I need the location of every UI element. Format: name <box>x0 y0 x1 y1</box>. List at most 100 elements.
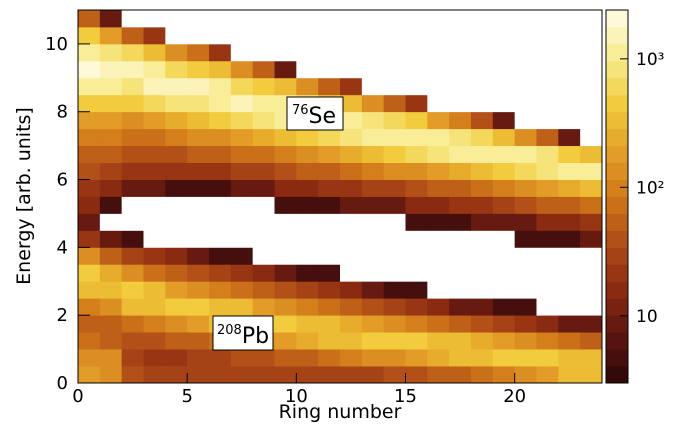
heatmap-cell <box>449 281 472 299</box>
heatmap-cell <box>580 366 603 384</box>
heatmap-cell <box>580 281 603 299</box>
heatmap-cell <box>165 111 188 130</box>
heatmap-cell <box>296 77 319 96</box>
heatmap-cell <box>121 128 144 147</box>
heatmap-cell <box>558 247 581 265</box>
heatmap-cell <box>558 43 581 62</box>
heatmap-cell <box>514 315 537 333</box>
heatmap-cell <box>121 145 144 163</box>
heatmap-cell <box>514 145 537 163</box>
heatmap-cell <box>230 247 254 265</box>
heatmap-cell <box>121 315 144 333</box>
heatmap-cell <box>99 247 123 265</box>
heatmap-cell <box>121 213 144 231</box>
heatmap-cell <box>471 349 494 367</box>
heatmap-cell <box>318 366 341 384</box>
heatmap-cell <box>449 366 472 384</box>
heatmap-cell <box>99 111 123 130</box>
heatmap-cell <box>143 77 166 96</box>
heatmap-cell <box>318 196 341 214</box>
heatmap-cell <box>536 213 559 231</box>
heatmap-cell <box>209 43 232 62</box>
element: Se <box>309 104 337 129</box>
heatmap-cell <box>405 77 428 96</box>
heatmap-cell <box>121 230 144 248</box>
heatmap-cell <box>405 264 428 282</box>
heatmap-cell <box>274 366 297 384</box>
heatmap-cell <box>99 196 123 214</box>
heatmap-cell <box>558 366 581 384</box>
heatmap-cell <box>209 128 232 147</box>
heatmap-cell <box>427 230 450 248</box>
heatmap-cell <box>296 162 319 180</box>
heatmap-cell <box>209 230 232 248</box>
heatmap-cell <box>187 77 210 96</box>
colorbar-band <box>606 43 628 62</box>
heatmap-cell <box>449 60 472 79</box>
heatmap-cell <box>296 366 319 384</box>
heatmap-cell <box>99 281 123 299</box>
heatmap-cell <box>514 332 537 350</box>
heatmap-cell <box>274 213 297 231</box>
heatmap-cell <box>492 128 516 147</box>
heatmap-cell <box>514 162 537 180</box>
colorbar-frame <box>605 9 629 384</box>
heatmap-cell <box>99 128 123 147</box>
heatmap-cell <box>580 145 603 163</box>
heatmap-cell <box>99 26 123 45</box>
x-tick-label: 15 <box>394 386 417 407</box>
heatmap-cell <box>580 196 603 214</box>
heatmap-cell <box>165 315 188 333</box>
heatmap-cell <box>252 60 275 79</box>
heatmap-cell <box>558 128 581 147</box>
heatmap-cell <box>318 281 341 299</box>
heatmap-cell <box>449 196 472 214</box>
heatmap-cell <box>318 213 341 231</box>
heatmap-cell <box>340 94 363 113</box>
heatmap-cell <box>296 10 319 28</box>
heatmap-cell <box>340 281 363 299</box>
heatmap-cell <box>99 366 123 384</box>
heatmap-cell <box>230 349 254 367</box>
heatmap-cell <box>514 94 537 113</box>
heatmap-cell <box>143 145 166 163</box>
heatmap-cell <box>209 349 232 367</box>
heatmap-cell <box>492 281 516 299</box>
heatmap-cell <box>252 77 275 96</box>
heatmap-cell <box>427 349 450 367</box>
heatmap-cell <box>405 60 428 79</box>
heatmap-cell <box>361 332 385 350</box>
heatmap-cell <box>361 366 385 384</box>
heatmap-cell <box>471 264 494 282</box>
x-tick-label: 0 <box>72 386 83 407</box>
heatmap-cell <box>318 315 341 333</box>
heatmap-cell <box>514 281 537 299</box>
colorbar-tick-label: 10³ <box>636 50 664 70</box>
heatmap-cell <box>558 162 581 180</box>
heatmap-cell <box>78 145 101 163</box>
heatmap-cell <box>449 349 472 367</box>
heatmap-cell <box>209 264 232 282</box>
heatmap-cell <box>143 26 166 45</box>
heatmap-cell <box>209 162 232 180</box>
heatmap-cell <box>492 43 516 62</box>
heatmap-cell <box>230 77 254 96</box>
heatmap-cell <box>209 196 232 214</box>
heatmap-cell <box>187 213 210 231</box>
heatmap-cell <box>580 264 603 282</box>
heatmap-cell <box>78 349 101 367</box>
heatmap-cell <box>99 10 123 28</box>
heatmap-cell <box>471 26 494 45</box>
heatmap-cell <box>471 94 494 113</box>
heatmap-cell <box>143 315 166 333</box>
heatmap-cell <box>427 366 450 384</box>
heatmap-cell <box>449 315 472 333</box>
heatmap-cell <box>340 145 363 163</box>
heatmap-cell <box>318 43 341 62</box>
heatmap-cell <box>209 366 232 384</box>
heatmap-cell <box>471 230 494 248</box>
annotation-text: 76Se <box>292 103 336 129</box>
heatmap-cell <box>252 281 275 299</box>
heatmap-cell <box>536 247 559 265</box>
heatmap-cell <box>405 26 428 45</box>
